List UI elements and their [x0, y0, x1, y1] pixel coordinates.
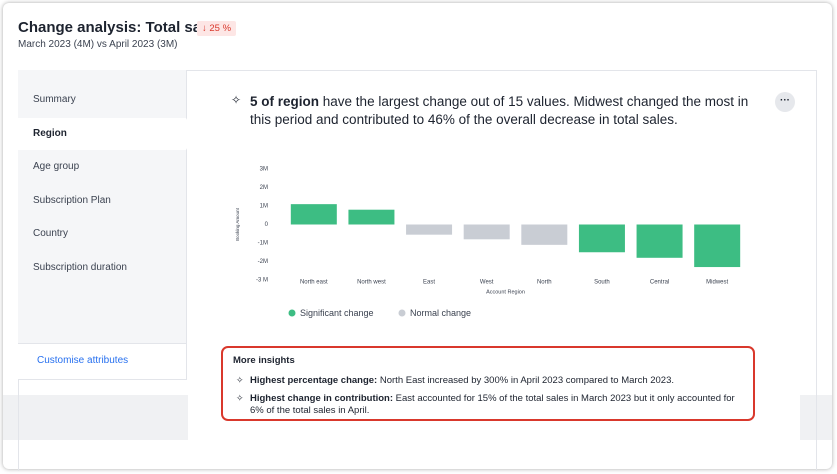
insight-icon: ✧	[236, 375, 244, 385]
nav-item[interactable]: Summary	[33, 94, 76, 105]
more-insight-label: Highest percentage change:	[250, 375, 378, 386]
nav-item[interactable]: Region	[18, 117, 195, 150]
bar	[521, 224, 568, 245]
legend-marker	[398, 309, 406, 317]
legend-label: Normal change	[410, 308, 471, 318]
x-tick-label: West	[480, 280, 494, 286]
x-tick-label: North east	[300, 280, 328, 286]
y-tick-label: 0	[265, 222, 269, 228]
insight-body: have the largest change out of 15 values…	[250, 94, 749, 127]
bar	[694, 224, 741, 268]
link-box	[18, 343, 187, 380]
bar	[290, 204, 337, 225]
y-tick-label: -2M	[258, 259, 268, 265]
x-tick-label: Midwest	[706, 280, 728, 286]
y-tick-label: 2M	[260, 185, 268, 191]
customise-link[interactable]: Customise attributes	[37, 355, 129, 366]
bar	[348, 209, 395, 225]
nav-item[interactable]: Country	[33, 228, 69, 239]
x-tick-label: North west	[357, 280, 386, 286]
x-axis-label: Account Region	[486, 289, 525, 295]
y-tick-label: -3 M	[256, 278, 268, 284]
y-tick-label: 1M	[260, 204, 268, 210]
more-button[interactable]: ···	[775, 92, 795, 112]
legend-marker	[288, 309, 296, 317]
more-insight: Highest change in contribution: East acc…	[250, 393, 750, 417]
footer-band	[3, 395, 188, 440]
y-tick-label: 3M	[260, 167, 268, 173]
legend-label: Significant change	[300, 308, 374, 318]
more-insight-text: North East increased by 300% in April 20…	[379, 375, 675, 386]
more-insight-text: East accounted for 15% of the total sale…	[250, 393, 735, 416]
more-insight-label: Highest change in contribution:	[250, 393, 394, 404]
title: Change analysis: Total sales	[18, 19, 222, 36]
insight-bold: 5 of region	[250, 94, 320, 109]
bar	[406, 224, 453, 235]
x-tick-label: South	[594, 280, 610, 286]
sidebar: Summary Region Age group Subscription Plan C…	[18, 70, 195, 343]
subtitle: March 2023 (4M) vs April 2023 (3M)	[18, 39, 178, 50]
bar	[463, 224, 510, 240]
more-insights-box	[221, 346, 755, 421]
more-insight: Highest percentage change: North East in…	[250, 375, 750, 387]
more-insights-title: More insights	[233, 355, 295, 366]
y-tick-label: -1M	[258, 241, 268, 247]
x-tick-label: North	[537, 280, 552, 286]
nav-item[interactable]: Age group	[33, 161, 80, 172]
bar	[636, 224, 683, 258]
x-tick-label: East	[423, 280, 435, 286]
bar	[578, 224, 625, 253]
insight-text: 5 of region have the largest change out …	[250, 93, 750, 129]
change-badge: ↓ 25 %	[197, 21, 237, 36]
nav-item[interactable]: Subscription duration	[33, 261, 127, 273]
insight-icon: ✧	[236, 393, 244, 403]
insight-icon: ✧	[231, 93, 242, 107]
nav-item[interactable]: Subscription Plan	[33, 194, 111, 206]
y-axis-label: Booking Amount	[235, 207, 240, 241]
x-tick-label: Central	[650, 280, 669, 286]
